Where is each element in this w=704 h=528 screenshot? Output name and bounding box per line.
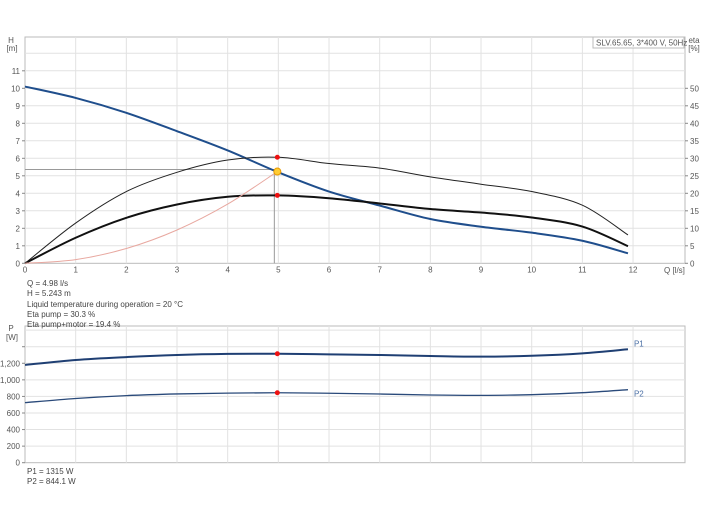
y-tick-label: 3 <box>16 207 21 216</box>
y-tick-label: 9 <box>16 102 21 111</box>
duty-point-marker <box>273 167 282 176</box>
p2-label: P2 <box>634 390 644 399</box>
y2-tick-label: 0 <box>690 259 695 268</box>
x-tick-label: 2 <box>124 265 129 274</box>
y2-tick-label: 10 <box>690 224 699 233</box>
x-tick-label: 4 <box>225 265 230 274</box>
p1-label: P1 <box>634 339 644 348</box>
y-axis-label: H <box>8 36 14 45</box>
x-tick-label: 8 <box>428 265 433 274</box>
title-box <box>592 36 685 49</box>
x-tick-label: 10 <box>527 265 536 274</box>
y-tick-label: 7 <box>16 137 21 146</box>
y-axis-label: P <box>8 324 13 333</box>
y2-tick-label: 5 <box>690 242 695 251</box>
p1-curve <box>24 348 629 366</box>
y2-axis-unit: [%] <box>688 44 700 53</box>
y-tick-label: 0 <box>16 459 21 468</box>
y-tick-label: 800 <box>7 392 21 401</box>
y2-tick-label: 20 <box>690 189 699 198</box>
y2-tick-label: 15 <box>690 207 699 216</box>
y-tick-label: 6 <box>16 154 21 163</box>
y2-tick-label: 35 <box>690 137 699 146</box>
plot-frame-top <box>24 36 686 264</box>
y-tick-label: 4 <box>16 189 21 198</box>
p2-marker <box>274 390 280 396</box>
y-tick-label: 1,200 <box>0 359 21 368</box>
y-tick-label: 5 <box>16 172 21 181</box>
x-tick-label: 1 <box>73 265 78 274</box>
eta-pump-marker <box>274 154 280 160</box>
eta-pump-motor-curve <box>24 194 629 265</box>
y-tick-label: 200 <box>7 442 21 451</box>
x-tick-label: 12 <box>629 265 638 274</box>
info-eta-pump: Eta pump = 30.3 % <box>27 309 96 319</box>
info-h: H = 5.243 m <box>27 289 71 299</box>
head-curve <box>24 85 629 255</box>
y-tick-label: 1 <box>16 242 21 251</box>
y2-tick-label: 40 <box>690 119 699 128</box>
y2-axis-label: eta <box>688 36 700 45</box>
eta-total-marker <box>274 192 280 198</box>
y-tick-label: 8 <box>16 119 21 128</box>
y-tick-label: 600 <box>7 409 21 418</box>
x-tick-label: 6 <box>327 265 332 274</box>
x-tick-label: 9 <box>479 265 484 274</box>
y-tick-label: 10 <box>11 84 20 93</box>
x-tick-label: 3 <box>175 265 180 274</box>
p2-curve <box>24 389 629 404</box>
x-tick-label: 5 <box>276 265 281 274</box>
y-tick-label: 11 <box>12 67 21 76</box>
info-p2: P2 = 844.1 W <box>27 477 76 487</box>
y-axis-unit: [W] <box>6 333 18 342</box>
duty-info: Q = 4.98 l/s H = 5.243 m Liquid temperat… <box>27 279 183 330</box>
x-axis-label: Q [l/s] <box>664 266 685 275</box>
y-axis-unit: [m] <box>6 44 17 53</box>
info-temp: Liquid temperature during operation = 20… <box>27 299 183 309</box>
plot-frame-bottom <box>24 325 686 464</box>
y-tick-label: 0 <box>16 259 21 268</box>
info-q: Q = 4.98 l/s <box>27 279 69 288</box>
y-tick-label: 2 <box>16 224 21 233</box>
info-p1: P1 = 1315 W <box>27 467 74 476</box>
y-tick-label: 400 <box>7 426 21 435</box>
y2-tick-label: 25 <box>690 172 699 181</box>
y-tick-label: 1,000 <box>0 376 21 385</box>
eta-pump-curve <box>24 156 629 264</box>
x-tick-label: 0 <box>23 265 28 274</box>
p1-marker <box>274 351 280 357</box>
y2-tick-label: 50 <box>690 84 699 93</box>
chart-title: SLV.65.65, 3*400 V, 50Hz <box>596 39 687 48</box>
x-tick-label: 7 <box>377 265 382 274</box>
x-tick-label: 11 <box>578 265 587 274</box>
y2-tick-label: 30 <box>690 154 699 163</box>
info-eta-total: Eta pump+motor = 19.4 % <box>27 320 121 330</box>
system-curve-curve <box>24 171 278 264</box>
power-info: P1 = 1315 W P2 = 844.1 W <box>27 467 76 488</box>
y2-tick-label: 45 <box>690 102 699 111</box>
